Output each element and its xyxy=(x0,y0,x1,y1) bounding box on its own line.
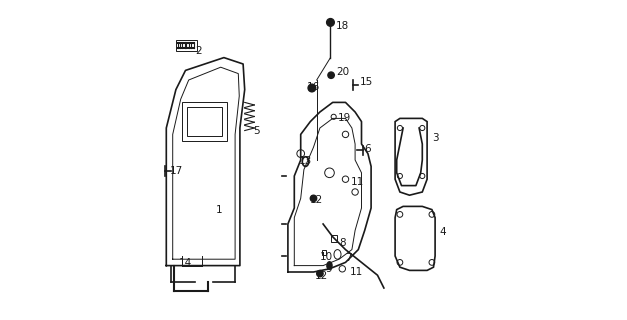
Text: 2: 2 xyxy=(195,46,202,56)
Ellipse shape xyxy=(327,262,332,269)
Text: 4: 4 xyxy=(440,227,446,237)
Text: 16: 16 xyxy=(307,82,320,92)
Text: 5: 5 xyxy=(253,126,260,136)
Text: 14: 14 xyxy=(179,258,192,268)
Circle shape xyxy=(317,270,323,277)
Text: 18: 18 xyxy=(336,20,349,31)
Text: 3: 3 xyxy=(432,132,438,143)
Text: 8: 8 xyxy=(339,238,345,248)
Text: 11: 11 xyxy=(349,267,362,277)
Text: 15: 15 xyxy=(360,77,373,87)
Text: 9: 9 xyxy=(325,264,332,274)
Circle shape xyxy=(310,195,317,202)
Text: 20: 20 xyxy=(336,67,349,77)
Text: 12: 12 xyxy=(315,271,329,281)
Circle shape xyxy=(308,84,316,92)
Text: 1: 1 xyxy=(216,204,223,215)
Text: 7: 7 xyxy=(345,252,352,263)
Text: 6: 6 xyxy=(365,144,371,154)
Text: 17: 17 xyxy=(169,166,182,176)
Text: 19: 19 xyxy=(337,113,350,123)
Text: 13: 13 xyxy=(299,156,312,166)
Circle shape xyxy=(327,19,334,26)
Text: 10: 10 xyxy=(320,252,333,262)
Circle shape xyxy=(328,72,334,78)
Text: 11: 11 xyxy=(351,177,364,187)
Text: 12: 12 xyxy=(309,195,322,205)
